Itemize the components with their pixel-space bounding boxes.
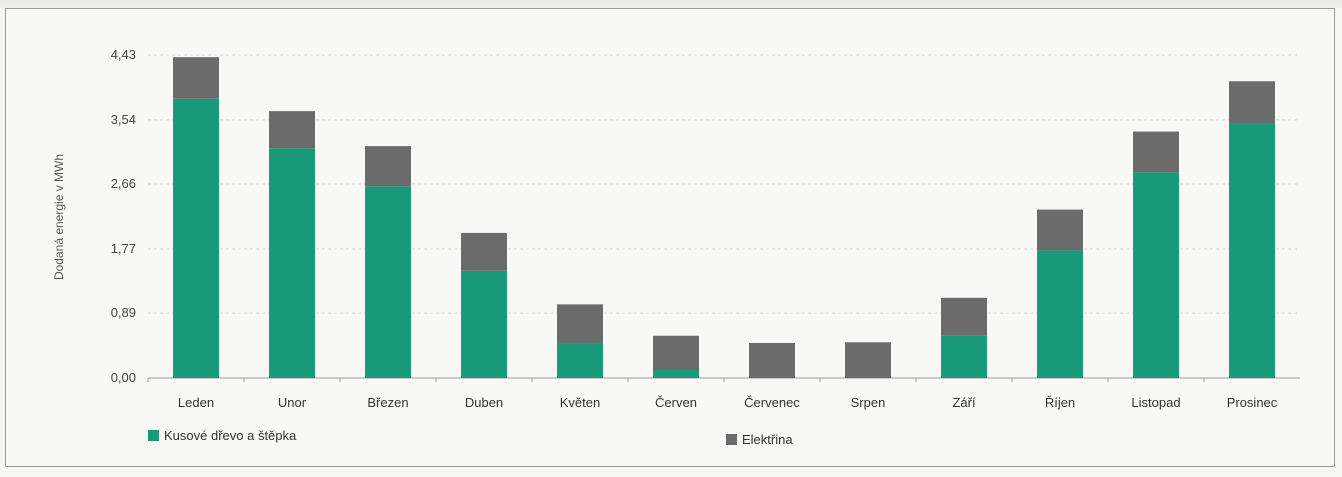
x-tick-label: Duben (465, 395, 503, 410)
bar-segment-electricity (269, 111, 315, 149)
bar-segment-wood (1037, 250, 1083, 378)
x-tick-label: Listopad (1131, 395, 1180, 410)
legend-label: Elektřina (742, 432, 793, 447)
bar-segment-wood (461, 270, 507, 378)
x-tick-label: Červenec (744, 395, 800, 410)
bar-segment-electricity (653, 335, 699, 370)
bar-segment-wood (653, 369, 699, 378)
x-tick-label: Březen (367, 395, 408, 410)
header-strip (0, 0, 1342, 8)
bar-segment-electricity (173, 57, 219, 99)
y-tick-label: 2,66 (111, 176, 136, 191)
y-tick-label: 1,77 (111, 241, 136, 256)
x-tick-label: Prosinec (1227, 395, 1278, 410)
bar-segment-wood (941, 335, 987, 378)
legend-swatch (726, 434, 737, 445)
x-tick-label: Září (952, 395, 976, 410)
x-tick-label: Unor (278, 395, 307, 410)
x-tick-label: Leden (178, 395, 214, 410)
y-tick-label: 3,54 (111, 112, 136, 127)
bar-segment-wood (557, 343, 603, 378)
chart-frame (5, 8, 1335, 467)
bar-segment-electricity (1133, 131, 1179, 173)
bar-segment-wood (269, 148, 315, 378)
x-tick-label: Květen (560, 395, 600, 410)
y-tick-label: 0,89 (111, 305, 136, 320)
bar-segment-wood (365, 186, 411, 378)
bar-segment-wood (173, 98, 219, 378)
bar-segment-electricity (845, 342, 891, 378)
bar-segment-electricity (941, 297, 987, 336)
bar-segment-wood (1229, 123, 1275, 378)
y-axis-label: Dodaná energie v MWh (52, 154, 66, 280)
x-tick-label: Červen (655, 395, 697, 410)
legend-label: Kusové dřevo a štěpka (164, 428, 297, 443)
bar-segment-electricity (557, 304, 603, 344)
legend-swatch (148, 430, 159, 441)
bar-segment-electricity (1229, 81, 1275, 124)
bar-segment-electricity (461, 232, 507, 271)
bar-segment-electricity (749, 343, 795, 378)
y-tick-label: 0,00 (111, 370, 136, 385)
bar-segment-wood (1133, 172, 1179, 378)
bar-segment-electricity (1037, 209, 1083, 251)
x-tick-label: Říjen (1045, 395, 1075, 410)
bar-segment-electricity (365, 146, 411, 187)
y-tick-label: 4,43 (111, 47, 136, 62)
x-tick-label: Srpen (851, 395, 886, 410)
